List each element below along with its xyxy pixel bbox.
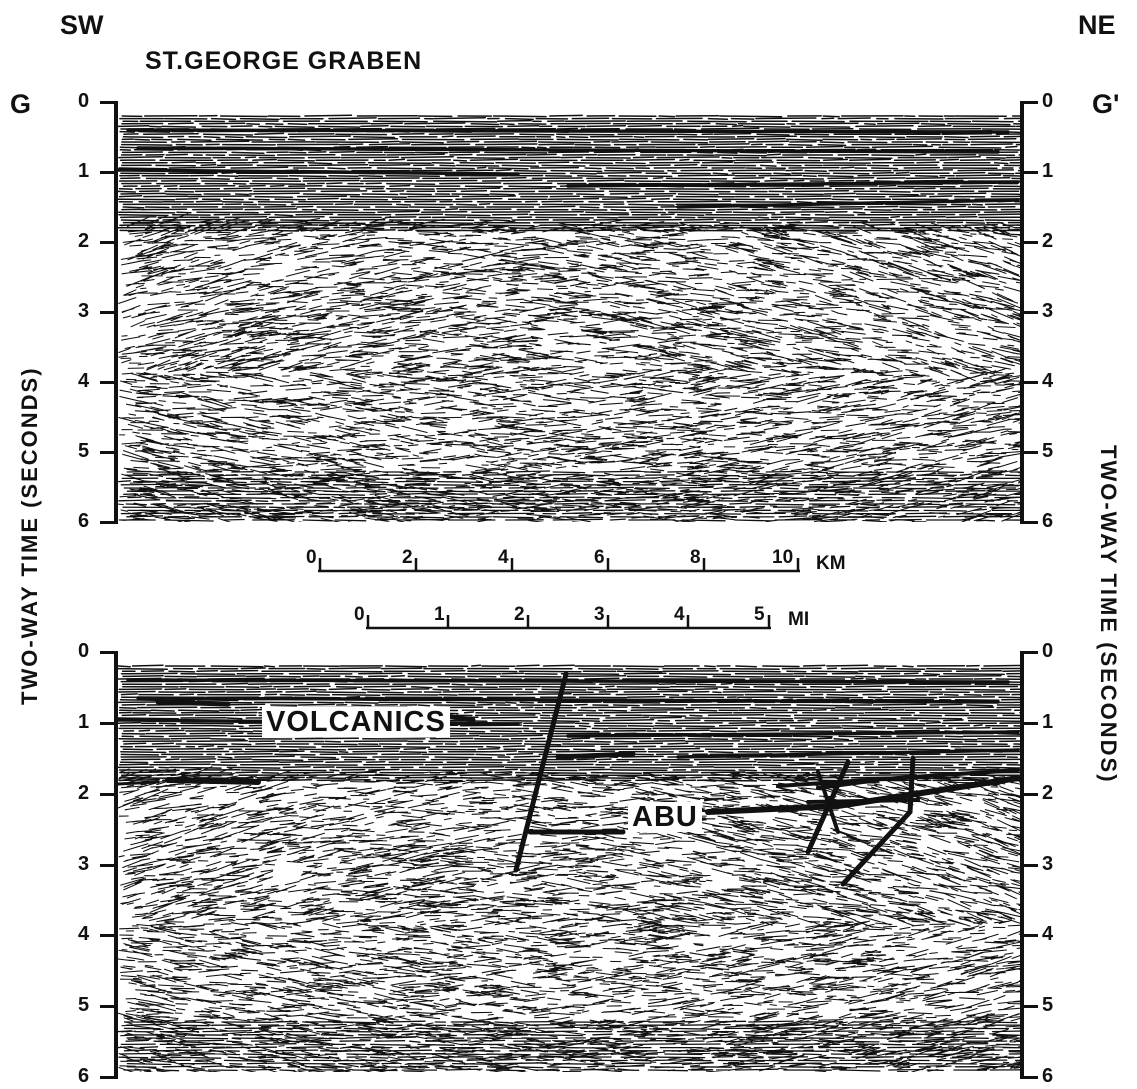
upper-left-tick-mark-4 <box>100 381 118 384</box>
km-tick-8: 8 <box>690 547 701 568</box>
km-unit-label: KM <box>816 553 846 574</box>
g-point-label: G <box>10 89 32 119</box>
interpreted-line-13 <box>806 798 920 804</box>
mi-tick-4: 4 <box>674 604 685 625</box>
upper-left-tick-mark-0 <box>100 101 118 104</box>
upper-right-tick-label-3: 3 <box>1042 300 1054 322</box>
lower-left-tick-label-5: 5 <box>78 994 90 1017</box>
km-tick-6: 6 <box>594 547 605 568</box>
lower-left-tick-mark-6 <box>100 1076 118 1079</box>
lower-left-tick-label-2: 2 <box>78 781 90 804</box>
km-tick-10: 10 <box>772 547 794 568</box>
upper-right-tick-mark-2 <box>1020 241 1038 244</box>
lower-left-tick-label-6: 6 <box>78 1065 90 1087</box>
upper-seismic-image <box>118 114 1020 522</box>
lower-left-tick-mark-3 <box>100 863 118 867</box>
interpreted-line-7 <box>705 775 1020 815</box>
lower-left-tick-mark-2 <box>100 792 118 796</box>
lower-right-tick-mark-4 <box>1020 934 1038 938</box>
lower-right-tick-label-6: 6 <box>1042 1065 1054 1087</box>
upper-seismic-panel <box>118 112 1020 522</box>
abu-annotation: ABU <box>628 802 702 832</box>
mi-tick-3: 3 <box>594 604 605 625</box>
lower-right-tick-mark-0 <box>1020 651 1038 654</box>
upper-left-tick-mark-5 <box>100 451 118 454</box>
upper-left-tick-mark-6 <box>100 521 118 524</box>
mi-unit-label: MI <box>788 609 810 630</box>
lower-left-tick-label-0: 0 <box>78 640 90 662</box>
km-tick-2: 2 <box>402 547 413 568</box>
km-tick-4: 4 <box>498 547 509 568</box>
lower-right-tick-mark-5 <box>1020 1005 1038 1009</box>
lower-right-tick-label-4: 4 <box>1042 923 1054 946</box>
lower-right-tick-mark-6 <box>1020 1076 1038 1079</box>
upper-right-tick-mark-3 <box>1020 311 1038 314</box>
upper-left-tick-label-6: 6 <box>78 510 90 532</box>
ne-direction-label: NE <box>1078 10 1116 40</box>
upper-right-tick-label-0: 0 <box>1042 90 1054 112</box>
lower-left-tick-mark-5 <box>100 1005 118 1009</box>
section-title: ST.GEORGE GRABEN <box>145 47 423 75</box>
upper-right-tick-mark-6 <box>1020 521 1038 524</box>
upper-right-tick-label-1: 1 <box>1042 160 1054 182</box>
lower-left-tick-label-4: 4 <box>78 923 90 946</box>
upper-left-tick-mark-2 <box>100 241 118 244</box>
upper-left-tick-label-4: 4 <box>78 370 90 392</box>
upper-right-tick-mark-5 <box>1020 451 1038 454</box>
lower-right-tick-label-3: 3 <box>1042 852 1054 875</box>
mi-tick-1: 1 <box>434 604 445 625</box>
upper-left-tick-label-2: 2 <box>78 230 90 252</box>
interpreted-line-0 <box>155 699 231 707</box>
upper-left-tick-label-1: 1 <box>78 160 90 182</box>
mi-tick-2: 2 <box>514 604 525 625</box>
upper-left-tick-mark-3 <box>100 311 118 314</box>
g-prime-point-label: G' <box>1092 89 1120 119</box>
lower-right-tick-mark-3 <box>1020 863 1038 867</box>
upper-left-tick-label-3: 3 <box>78 300 90 322</box>
upper-right-tick-mark-0 <box>1020 101 1038 104</box>
upper-right-tick-label-4: 4 <box>1042 370 1054 392</box>
lower-right-tick-label-1: 1 <box>1042 710 1054 733</box>
interpreted-line-3 <box>118 780 160 786</box>
sw-direction-label: SW <box>60 10 104 40</box>
lower-left-tick-mark-0 <box>100 651 118 654</box>
interpreted-line-8 <box>776 768 1020 788</box>
mi-tick-0: 0 <box>354 604 365 625</box>
km-tick-0: 0 <box>306 547 317 568</box>
interpreted-line-12 <box>840 755 916 887</box>
lower-left-tick-mark-1 <box>100 721 118 725</box>
volcanics-annotation: VOLCANICS <box>262 707 450 737</box>
upper-left-tick-label-5: 5 <box>78 440 90 462</box>
lower-left-tick-mark-4 <box>100 934 118 938</box>
upper-right-tick-label-2: 2 <box>1042 230 1054 252</box>
lower-right-tick-label-2: 2 <box>1042 781 1054 804</box>
mi-tick-5: 5 <box>754 604 765 625</box>
interpreted-line-2 <box>165 777 261 785</box>
lower-left-tick-label-1: 1 <box>78 710 90 733</box>
lower-right-tick-mark-1 <box>1020 721 1038 725</box>
upper-right-tick-mark-1 <box>1020 171 1038 174</box>
lower-right-tick-label-5: 5 <box>1042 994 1054 1017</box>
lower-right-tick-label-0: 0 <box>1042 640 1054 662</box>
upper-left-tick-label-0: 0 <box>78 90 90 112</box>
upper-right-tick-label-5: 5 <box>1042 440 1054 462</box>
upper-right-tick-mark-4 <box>1020 381 1038 384</box>
lower-left-tick-label-3: 3 <box>78 852 90 875</box>
upper-right-tick-label-6: 6 <box>1042 510 1054 532</box>
lower-right-tick-mark-2 <box>1020 792 1038 796</box>
upper-left-tick-mark-1 <box>100 171 118 174</box>
interpreted-line-9 <box>816 778 880 790</box>
interpreted-line-4 <box>513 671 569 873</box>
interpreted-line-5 <box>555 751 636 760</box>
